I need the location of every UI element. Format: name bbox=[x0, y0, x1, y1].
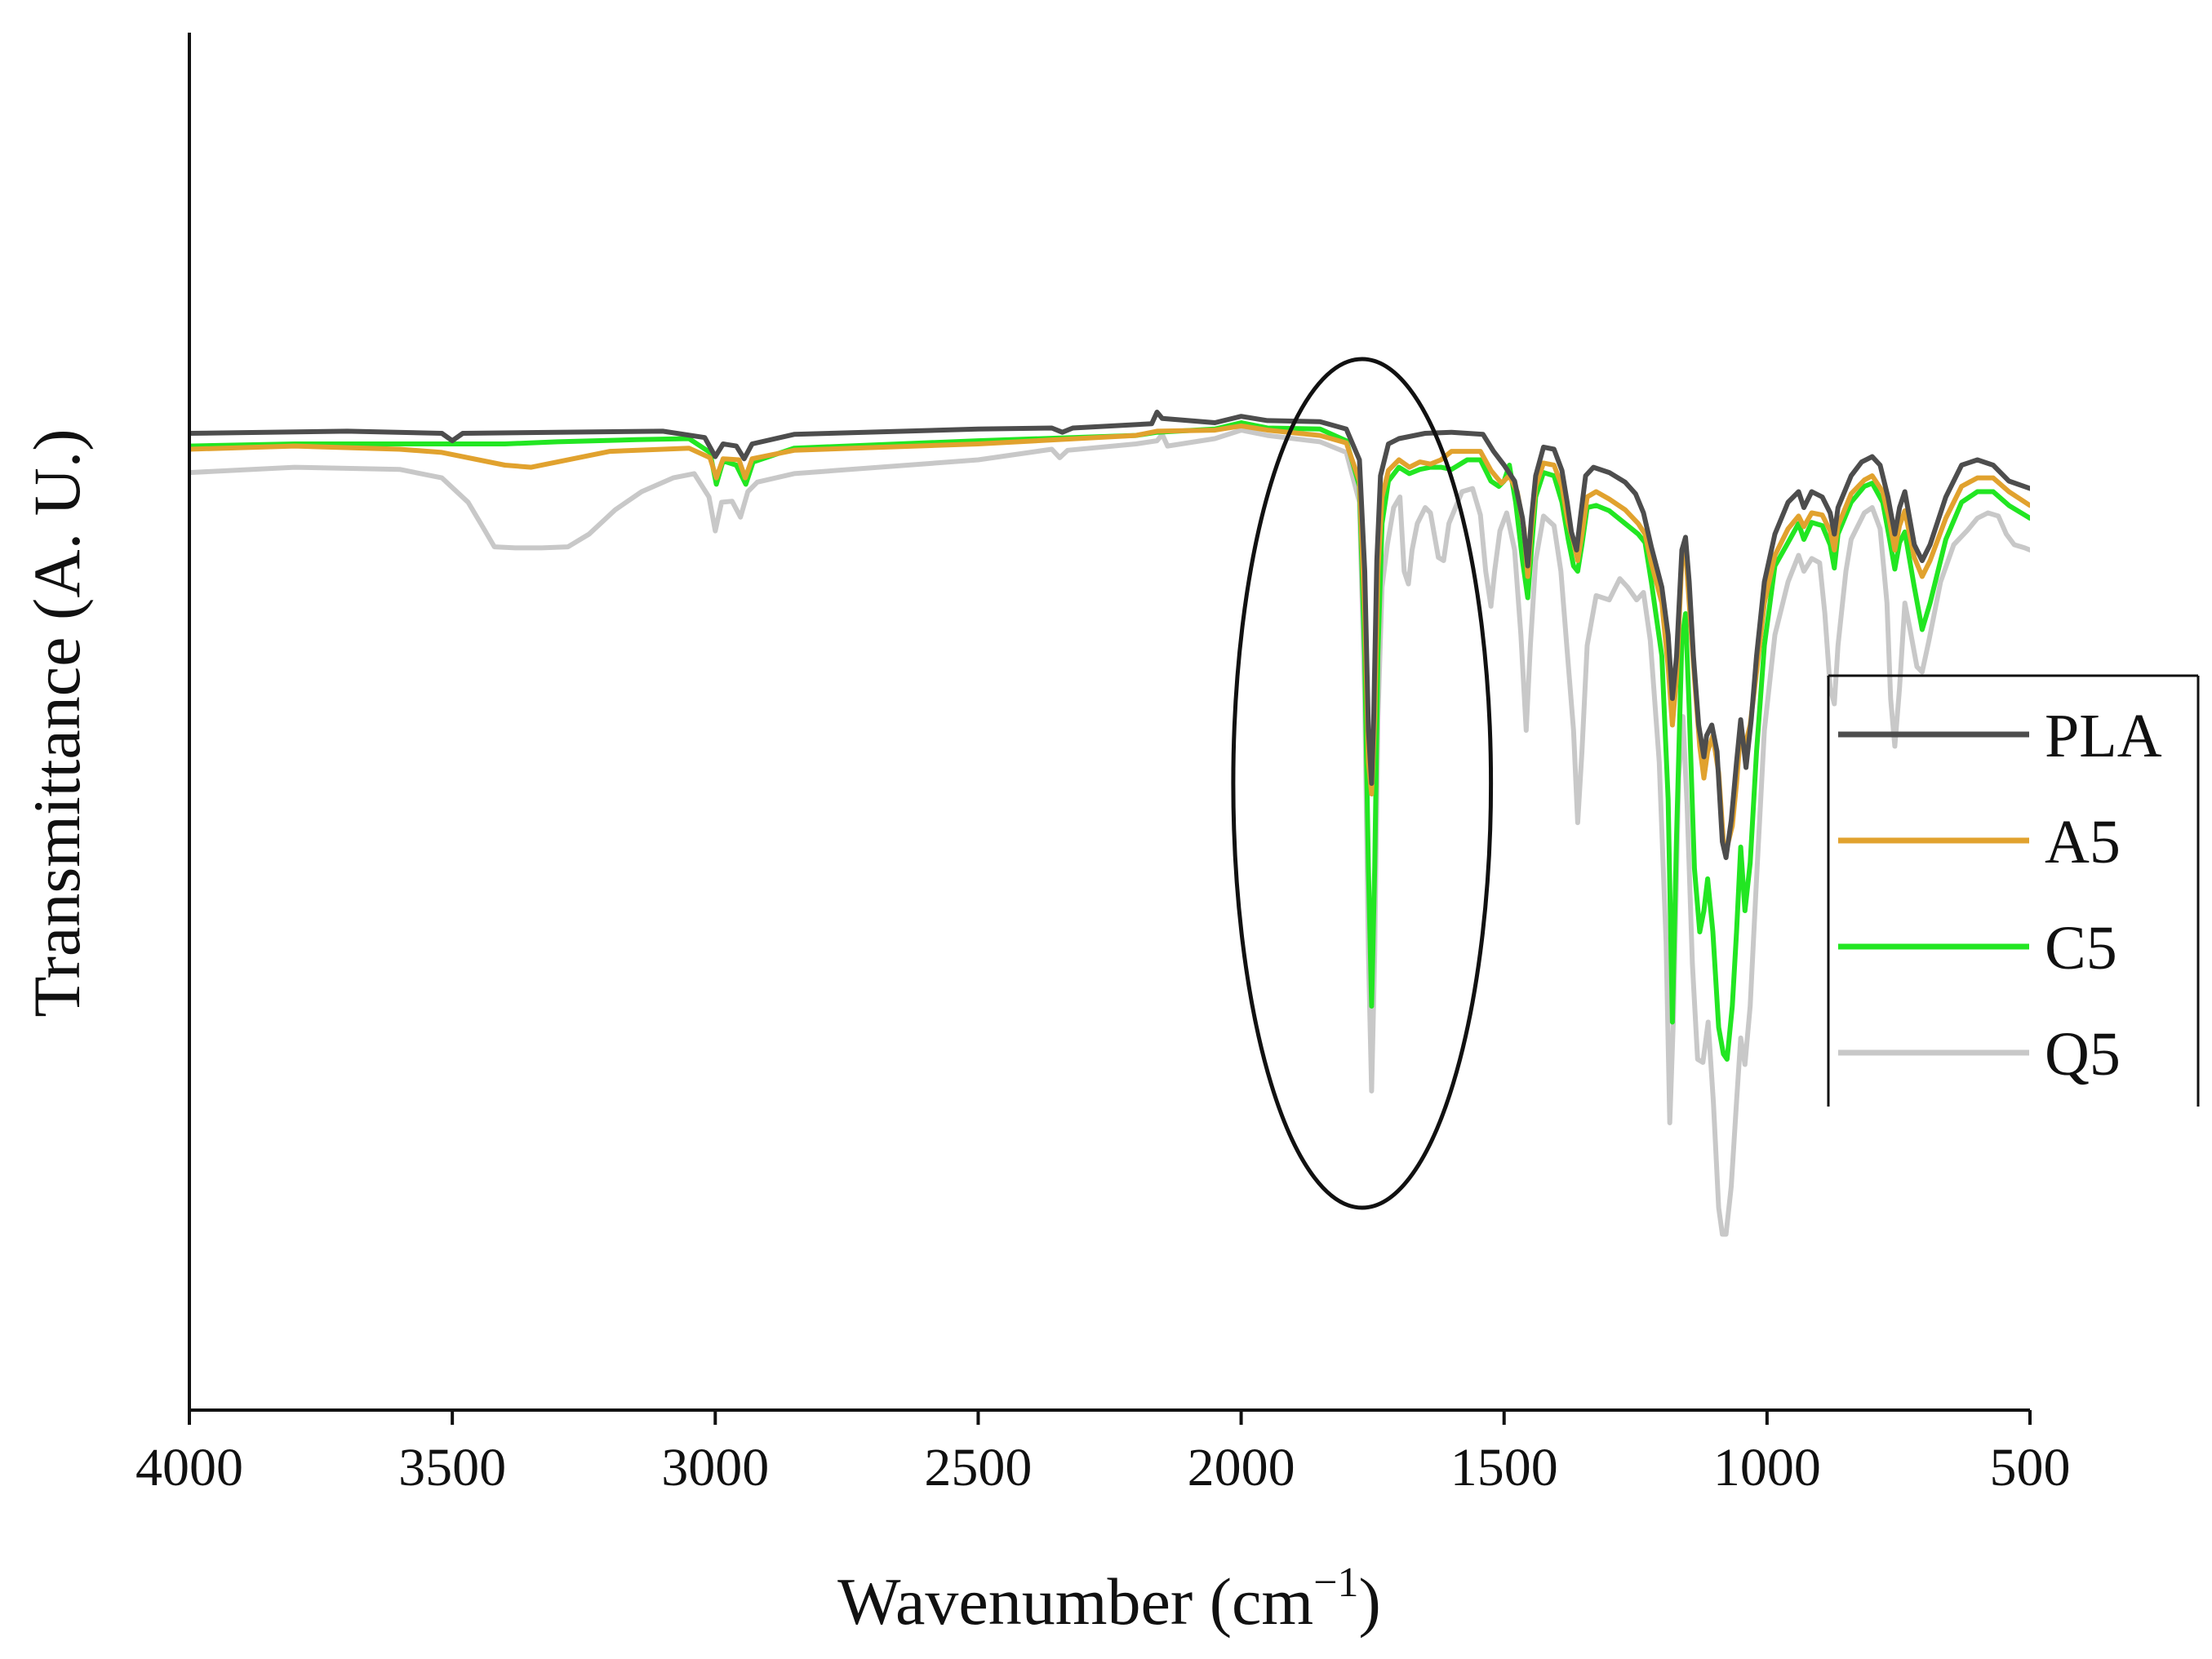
legend-label-c5: C5 bbox=[2045, 914, 2117, 983]
series-layer bbox=[189, 410, 2030, 1237]
x-axis-title-close: ) bbox=[1359, 1564, 1381, 1639]
x-axis-title: Wavenumber (cm−1) bbox=[837, 1559, 1381, 1639]
x-tick-label-3000: 3000 bbox=[661, 1438, 769, 1497]
series-line-a5 bbox=[189, 423, 2030, 849]
x-tick-label-2500: 2500 bbox=[924, 1438, 1032, 1497]
legend-label-a5: A5 bbox=[2045, 808, 2121, 876]
x-tick-label-500: 500 bbox=[1990, 1438, 2071, 1497]
legend-items: PLA A5 C5 Q5 bbox=[1838, 702, 2162, 1089]
series-line-q5 bbox=[189, 428, 2030, 1237]
legend-label-q5: Q5 bbox=[2045, 1020, 2121, 1089]
carbonyl-peak-highlight-ellipse bbox=[1231, 357, 1494, 1210]
x-tick-label-2000: 2000 bbox=[1188, 1438, 1295, 1497]
x-axis-title-superscript: −1 bbox=[1313, 1559, 1358, 1606]
x-tick-label-1500: 1500 bbox=[1450, 1438, 1558, 1497]
x-tick-label-4000: 4000 bbox=[135, 1438, 243, 1497]
x-tick-label-1000: 1000 bbox=[1713, 1438, 1821, 1497]
y-axis-title: Transmittance (A. U.) bbox=[20, 428, 94, 1017]
legend-label-pla: PLA bbox=[2045, 702, 2162, 770]
series-line-pla bbox=[189, 410, 2030, 860]
x-tick-group: 4000 3500 3000 2500 2000 1500 1000 500 bbox=[135, 1410, 2071, 1497]
legend: PLA A5 C5 Q5 bbox=[1827, 674, 2200, 1107]
x-axis-title-main: Wavenumber (cm bbox=[837, 1564, 1313, 1639]
x-tick-label-3500: 3500 bbox=[398, 1438, 506, 1497]
